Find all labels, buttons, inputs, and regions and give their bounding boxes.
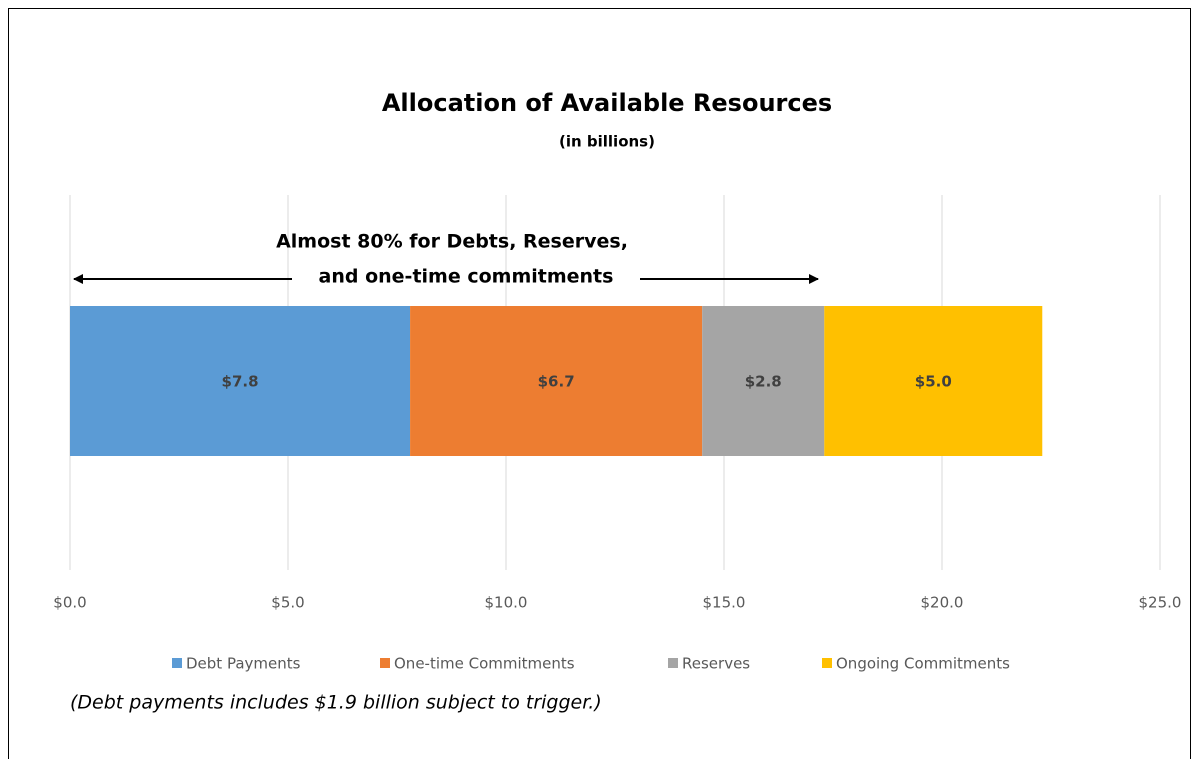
legend-label: Debt Payments	[186, 655, 301, 673]
annotation: and one-time commitments	[319, 266, 614, 288]
chart-title: Allocation of Available Resources	[382, 89, 832, 117]
legend-label: One-time Commitments	[394, 655, 575, 673]
x-tick-label: $5.0	[271, 594, 304, 612]
chart-subtitle: (in billions)	[559, 133, 655, 151]
bar-segment	[70, 306, 411, 456]
annotation: Almost 80% for Debts, Reserves,	[276, 231, 628, 253]
legend-swatch	[380, 658, 390, 668]
x-tick-label: $20.0	[921, 594, 964, 612]
legend-swatch	[822, 658, 832, 668]
bar-segment	[702, 306, 825, 456]
footnote: (Debt payments includes $1.9 billion sub…	[70, 692, 602, 714]
bar-segment	[824, 306, 1043, 456]
legend-swatch	[668, 658, 678, 668]
legend-label: Ongoing Commitments	[836, 655, 1010, 673]
x-tick-label: $0.0	[53, 594, 86, 612]
x-tick-label: $15.0	[703, 594, 746, 612]
x-tick-label: $10.0	[485, 594, 528, 612]
data-label: $7.8	[222, 373, 259, 391]
bar-segment	[410, 306, 703, 456]
frame	[8, 8, 1191, 759]
data-label: $6.7	[538, 373, 575, 391]
data-label: $2.8	[745, 373, 782, 391]
x-tick-label: $25.0	[1139, 594, 1182, 612]
data-label: $5.0	[915, 373, 952, 391]
legend-label: Reserves	[682, 655, 750, 673]
legend-swatch	[172, 658, 182, 668]
